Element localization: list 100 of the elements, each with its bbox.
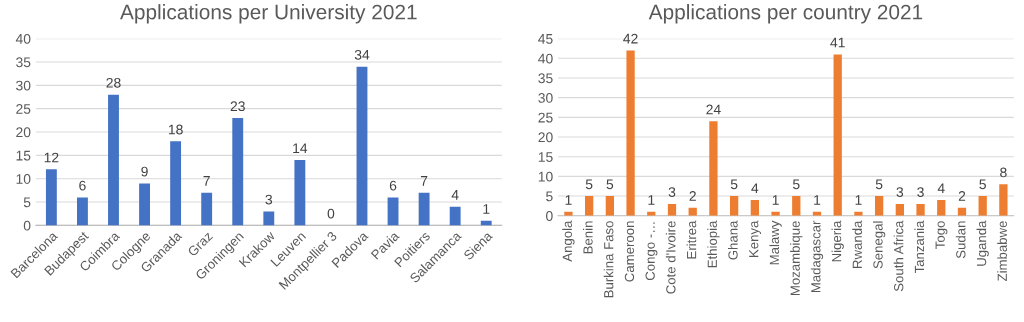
bar	[667, 203, 677, 216]
data-label: 4	[751, 183, 759, 193]
data-label: 34	[354, 49, 370, 60]
x-tick-label: Nigeria	[831, 220, 844, 262]
data-label: 4	[451, 190, 459, 200]
y-tick-label: 10	[538, 171, 553, 182]
y-tick-label: 15	[16, 150, 31, 161]
bar	[895, 203, 904, 216]
x-tick-label: Tanzania	[914, 220, 925, 274]
data-label: 7	[420, 176, 428, 186]
bar	[294, 160, 306, 226]
data-label: 1	[648, 195, 655, 205]
bar	[449, 206, 461, 226]
y-tick-label: 0	[23, 220, 31, 231]
bar	[585, 196, 594, 216]
bar	[139, 183, 150, 226]
data-label: 0	[327, 208, 335, 219]
data-label: 1	[814, 195, 821, 205]
bar	[999, 184, 1008, 216]
data-label: 2	[958, 191, 966, 201]
bar	[387, 197, 399, 226]
bar	[978, 196, 987, 216]
bar	[750, 200, 759, 216]
data-label: 3	[917, 187, 924, 198]
chart-title: Applications per country 2021	[648, 4, 923, 24]
data-label: 1	[772, 195, 779, 205]
y-tick-label: 35	[538, 73, 553, 84]
bar	[77, 197, 88, 226]
x-tick-label: Cameroon	[624, 221, 635, 282]
x-tick-label: Congo -…	[645, 222, 658, 281]
data-label: 8	[1000, 167, 1007, 178]
data-label: 6	[389, 180, 397, 191]
data-label: 23	[230, 101, 245, 112]
y-tick-label: 30	[538, 93, 553, 103]
y-tick-label: 5	[23, 197, 31, 208]
x-tick-label: Benin	[583, 221, 593, 254]
bar	[792, 196, 801, 216]
bar	[605, 196, 614, 216]
x-tick-label: Cote d'Ivoire	[665, 221, 676, 294]
data-label: 9	[141, 166, 148, 177]
x-tick-label: Senegal	[872, 221, 886, 269]
x-tick-label: South Africa	[893, 220, 904, 292]
x-tick-label: Kenya	[749, 220, 761, 257]
y-tick-label: 30	[16, 80, 31, 91]
data-label: 5	[730, 179, 738, 190]
y-tick-label: 25	[16, 104, 31, 114]
bar	[418, 192, 430, 226]
bar	[937, 200, 946, 216]
bar	[170, 141, 182, 226]
bar	[709, 121, 718, 216]
x-tick-label: Burkina Faso	[603, 221, 614, 298]
data-label: 5	[606, 179, 614, 190]
data-label: 2	[689, 191, 696, 201]
bar	[45, 169, 57, 226]
data-label: 5	[792, 179, 800, 190]
y-tick-label: 10	[16, 174, 31, 184]
x-tick-label: Eritrea	[686, 220, 697, 259]
data-label: 28	[106, 77, 121, 88]
x-tick-label: Angola	[562, 220, 575, 262]
bar	[201, 192, 213, 226]
data-label: 3	[896, 187, 904, 198]
data-label: 1	[855, 195, 862, 205]
x-tick-label: Uganda	[976, 220, 989, 266]
data-label: 1	[483, 204, 490, 214]
y-tick-label: 40	[538, 53, 553, 64]
x-tick-label: Ghana	[727, 220, 738, 260]
y-tick-label: 15	[538, 152, 553, 162]
data-label: 18	[168, 124, 183, 135]
bar	[108, 94, 119, 226]
bar	[626, 50, 635, 216]
y-tick-label: 5	[546, 191, 553, 202]
data-label: 24	[706, 104, 721, 115]
y-tick-label: 20	[538, 132, 553, 143]
data-label: 7	[203, 176, 210, 186]
bar	[833, 54, 842, 216]
x-tick-label: Mozambique	[790, 221, 803, 296]
data-label: 41	[830, 37, 845, 48]
bar	[730, 196, 739, 216]
x-tick-label: Sudan	[955, 221, 966, 259]
x-tick-label: Rwanda	[852, 220, 862, 268]
bar	[874, 196, 884, 216]
x-tick-label: Zimbabwe	[997, 221, 1007, 282]
data-label: 3	[265, 194, 273, 205]
y-tick-label: 0	[546, 211, 553, 221]
data-label: 4	[937, 183, 945, 193]
data-label: 3	[668, 187, 676, 198]
data-label: 12	[44, 152, 59, 163]
x-tick-label: Togo	[935, 221, 948, 249]
data-label: 5	[979, 179, 986, 190]
data-label: 42	[623, 33, 638, 44]
y-tick-label: 45	[538, 34, 553, 44]
chart-title: Applications per University 2021	[120, 4, 417, 24]
bar	[356, 66, 368, 226]
data-label: 14	[293, 143, 308, 153]
y-tick-label: 20	[16, 127, 31, 138]
data-label: 5	[875, 179, 883, 190]
y-tick-label: 25	[538, 112, 553, 123]
x-tick-label: Malawy	[769, 220, 782, 265]
x-tick-label: Ethiopia	[707, 220, 720, 268]
bar	[232, 118, 244, 226]
